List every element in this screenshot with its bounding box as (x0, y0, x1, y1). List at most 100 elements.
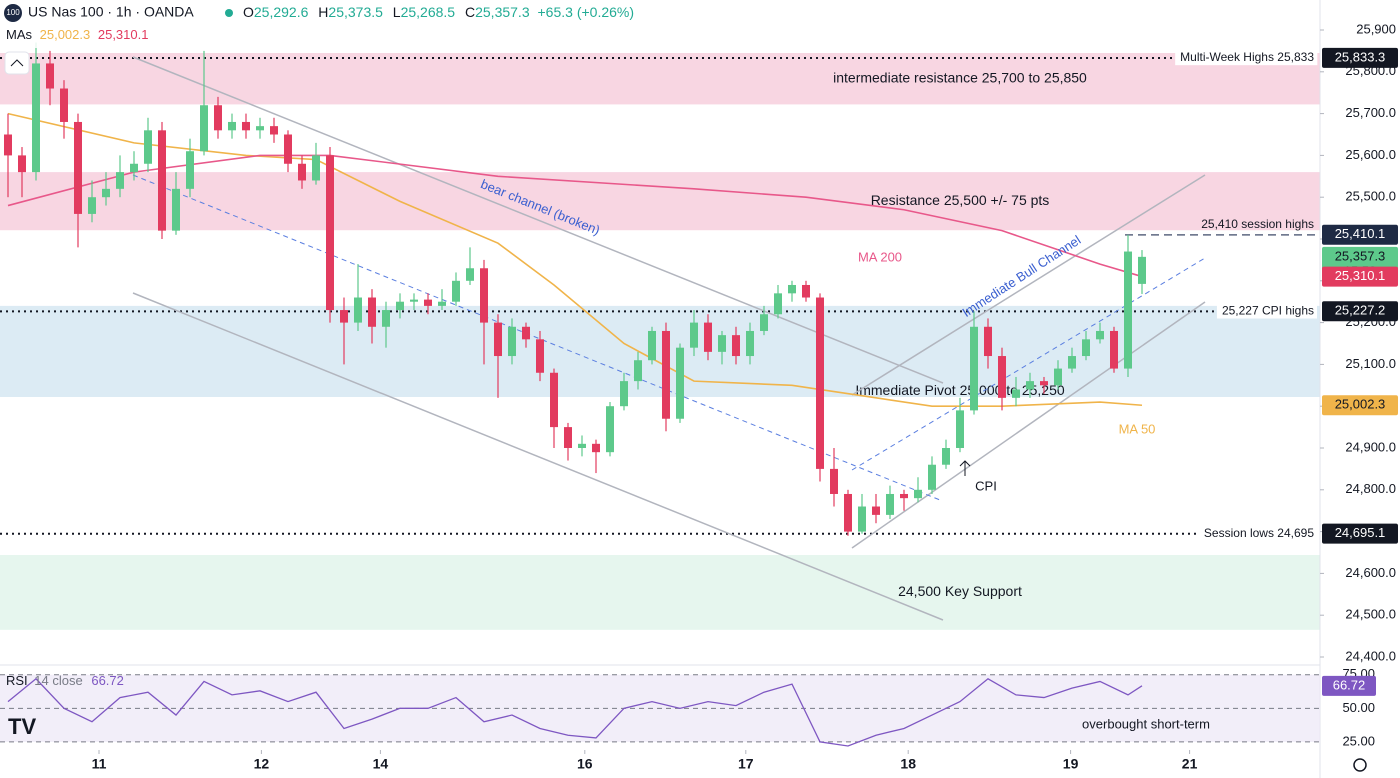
x-tick-label: 12 (254, 756, 270, 772)
candle-body (312, 155, 320, 181)
candle-body (928, 464, 936, 490)
ma-line (7, 112, 1143, 407)
candle-body (1096, 330, 1104, 340)
logo: TV (8, 714, 36, 739)
candle-body (494, 322, 502, 357)
candle-body (144, 130, 152, 164)
candle-body (158, 130, 166, 231)
zone-label: intermediate resistance 25,700 to 25,850 (833, 69, 1087, 85)
ma-label: MA 200 (858, 249, 902, 264)
candle-body (74, 121, 82, 214)
rsi-value: 66.72 (91, 673, 124, 688)
price-tag (1322, 47, 1398, 68)
candle-body (214, 105, 222, 131)
rsi-annotation: overbought short-term (1082, 716, 1210, 731)
symbol-icon-text: 100 (6, 8, 20, 17)
y-tick-label: 24,500.0 (1345, 607, 1396, 622)
candle-body (172, 188, 180, 231)
y-tick-label: 24,800.0 (1345, 481, 1396, 496)
ohlc-value: 25,268.5 (401, 4, 456, 20)
candle-body (326, 155, 334, 311)
candle-body (508, 326, 516, 357)
y-tick-label: 25,500.0 (1345, 189, 1396, 204)
ohlc-key: C (465, 4, 475, 20)
ma-header-label: MAs (6, 27, 33, 42)
price-tag-label: 25,833.3 (1335, 49, 1386, 64)
candle-body (536, 339, 544, 373)
rsi-header: RSI 14 close 66.72 (6, 673, 124, 688)
annotation: CPI (975, 478, 997, 493)
candle-body (382, 310, 390, 327)
candle-body (354, 297, 362, 323)
x-tick-label: 11 (92, 756, 107, 772)
rsi-tick-label: 25.00 (1342, 733, 1375, 748)
candle-body (634, 360, 642, 382)
candle-body (802, 284, 810, 298)
x-tick-label: 14 (373, 756, 389, 772)
zone-label: 24,500 Key Support (898, 583, 1022, 599)
y-tick-label: 25,900 (1356, 21, 1396, 36)
candle-body (340, 310, 348, 323)
candle-body (550, 372, 558, 428)
candle-body (564, 427, 572, 448)
candle-body (592, 443, 600, 453)
candle-body (732, 335, 740, 357)
candle-body (130, 163, 138, 173)
collapse-button[interactable] (4, 51, 30, 75)
y-tick-label: 24,900.0 (1345, 439, 1396, 454)
candle-body (578, 443, 586, 448)
channel-midlines (132, 174, 1206, 501)
ohlc-value: 25,292.6 (254, 4, 309, 20)
market-status (225, 9, 233, 17)
candle-body (438, 301, 446, 306)
cpi-arrow (959, 460, 971, 476)
price-tag-label: 25,227.2 (1335, 303, 1386, 318)
symbol-icon (4, 4, 22, 22)
ma-header: MAs 25,002.3 25,310.1 (6, 27, 148, 42)
candle-body (1012, 389, 1020, 398)
settings-button[interactable] (1353, 758, 1367, 772)
zone (0, 555, 1320, 630)
candle-body (1068, 356, 1076, 369)
candle-body (1040, 381, 1048, 386)
zone-label: Resistance 25,500 +/- 75 pts (871, 192, 1050, 208)
x-tick-label: 17 (738, 756, 754, 772)
candle-body (18, 155, 26, 173)
price-tag-label: 25,357.3 (1335, 248, 1386, 263)
candle-body (284, 134, 292, 164)
candle-body (88, 197, 96, 214)
candle-body (256, 126, 264, 131)
ma-line (7, 154, 1143, 278)
candle-body (858, 506, 866, 532)
price-tag-label: 25,310.1 (1335, 268, 1386, 283)
level-label-bg (1216, 302, 1317, 319)
ma-header-value: 25,002.3 (40, 27, 91, 42)
candle-body (900, 493, 908, 499)
candle-body (1026, 381, 1034, 390)
price-tag (1322, 523, 1398, 544)
candle-body (1124, 251, 1132, 369)
header-bg (0, 0, 700, 48)
candle-body (396, 301, 404, 311)
ma-header-value: 25,310.1 (98, 27, 149, 42)
ohlc-change: +65.3 (+0.26%) (538, 4, 635, 20)
level-label: Session lows 24,695 (1204, 526, 1314, 540)
candle-body (368, 297, 376, 327)
candle-body (1082, 339, 1090, 357)
candle-body (102, 188, 110, 198)
y-tick-label: 25,700.0 (1345, 105, 1396, 120)
candle-body (228, 121, 236, 131)
level-label: 25,410 session highs (1201, 217, 1314, 231)
candle-body (200, 105, 208, 152)
price-tag (1322, 301, 1398, 322)
zone (0, 172, 1320, 231)
rsi-label: RSI (6, 673, 28, 688)
candle-body (676, 347, 684, 419)
x-tick-label: 16 (577, 756, 593, 772)
candle-body (186, 151, 194, 189)
candle-body (410, 299, 418, 302)
candle-body (648, 330, 656, 361)
candle-body (606, 406, 614, 453)
ohlc-key: O (243, 4, 254, 20)
collapse-icon (10, 59, 24, 67)
